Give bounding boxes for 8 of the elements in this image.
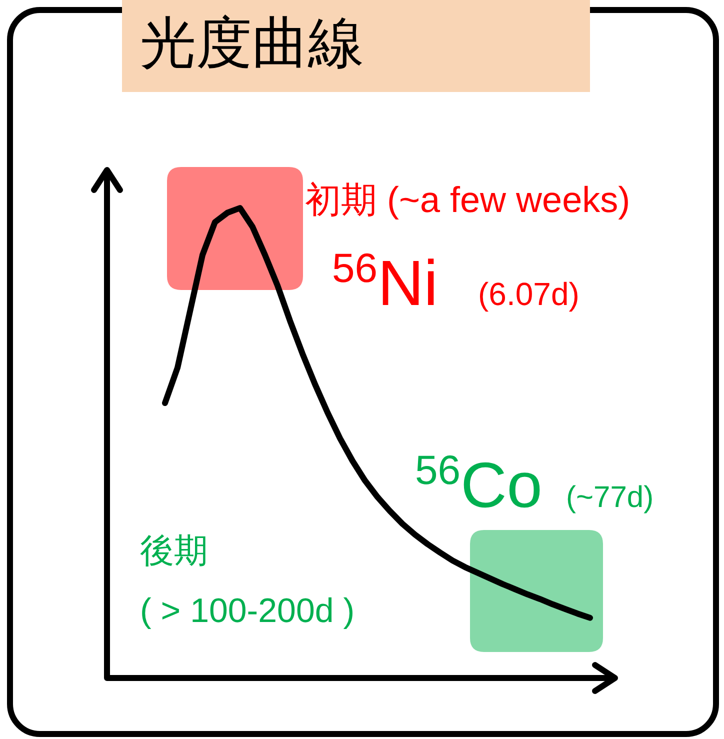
annotation: (6.07d) <box>478 276 580 312</box>
chart-title: 光度曲線 <box>140 11 364 74</box>
annotation: ( > 100-200d ) <box>140 592 355 630</box>
annotation: $^{56}$Ni <box>332 245 438 319</box>
annotation: $^{56}$Co <box>415 447 542 521</box>
annotation: (~77d) <box>566 481 654 514</box>
annotation: 後期 <box>140 532 208 570</box>
annotation: 初期 (~a few weeks) <box>305 179 630 220</box>
